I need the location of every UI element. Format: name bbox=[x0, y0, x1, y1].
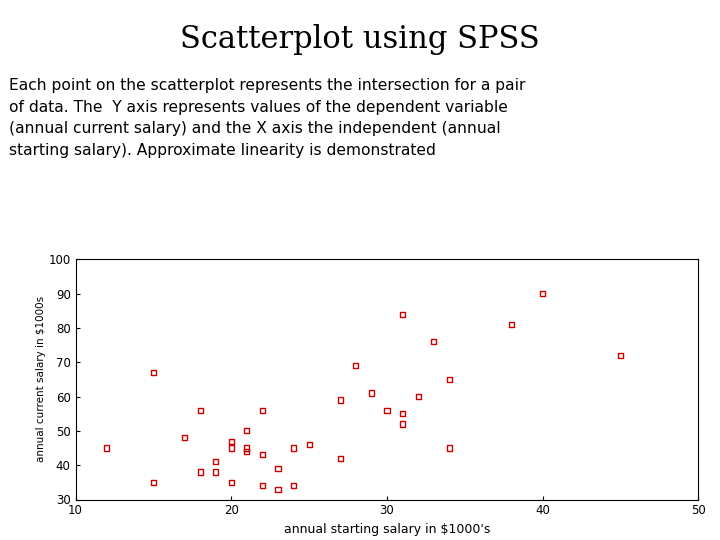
Point bbox=[257, 450, 269, 459]
Y-axis label: annual current salary in $1000s: annual current salary in $1000s bbox=[36, 296, 45, 462]
Point bbox=[225, 444, 237, 453]
Text: Scatterplot using SPSS: Scatterplot using SPSS bbox=[180, 24, 540, 55]
Point bbox=[303, 440, 315, 449]
Point bbox=[225, 437, 237, 445]
Point bbox=[615, 351, 626, 360]
Point bbox=[179, 434, 190, 442]
Point bbox=[257, 406, 269, 415]
Point bbox=[413, 392, 424, 401]
Point bbox=[288, 444, 300, 453]
Point bbox=[505, 320, 517, 329]
Point bbox=[444, 444, 455, 453]
Point bbox=[272, 485, 284, 494]
Point bbox=[335, 396, 346, 404]
Point bbox=[241, 427, 253, 435]
Point bbox=[444, 375, 455, 383]
Point bbox=[382, 406, 393, 415]
Point bbox=[397, 310, 408, 319]
Point bbox=[210, 457, 222, 466]
Point bbox=[194, 406, 206, 415]
Point bbox=[397, 420, 408, 428]
Point bbox=[225, 478, 237, 487]
Point bbox=[397, 409, 408, 418]
Point bbox=[366, 389, 377, 397]
Point bbox=[148, 368, 159, 377]
X-axis label: annual starting salary in $1000's: annual starting salary in $1000's bbox=[284, 523, 490, 536]
Point bbox=[537, 289, 549, 298]
Point bbox=[101, 444, 112, 453]
Point bbox=[335, 454, 346, 463]
Point bbox=[210, 468, 222, 476]
Point bbox=[241, 447, 253, 456]
Text: Each point on the scatterplot represents the intersection for a pair
of data. Th: Each point on the scatterplot represents… bbox=[9, 78, 525, 158]
Point bbox=[288, 482, 300, 490]
Point bbox=[194, 468, 206, 476]
Point bbox=[257, 482, 269, 490]
Point bbox=[272, 464, 284, 473]
Point bbox=[350, 361, 361, 370]
Point bbox=[241, 444, 253, 453]
Point bbox=[428, 338, 439, 346]
Point bbox=[148, 478, 159, 487]
